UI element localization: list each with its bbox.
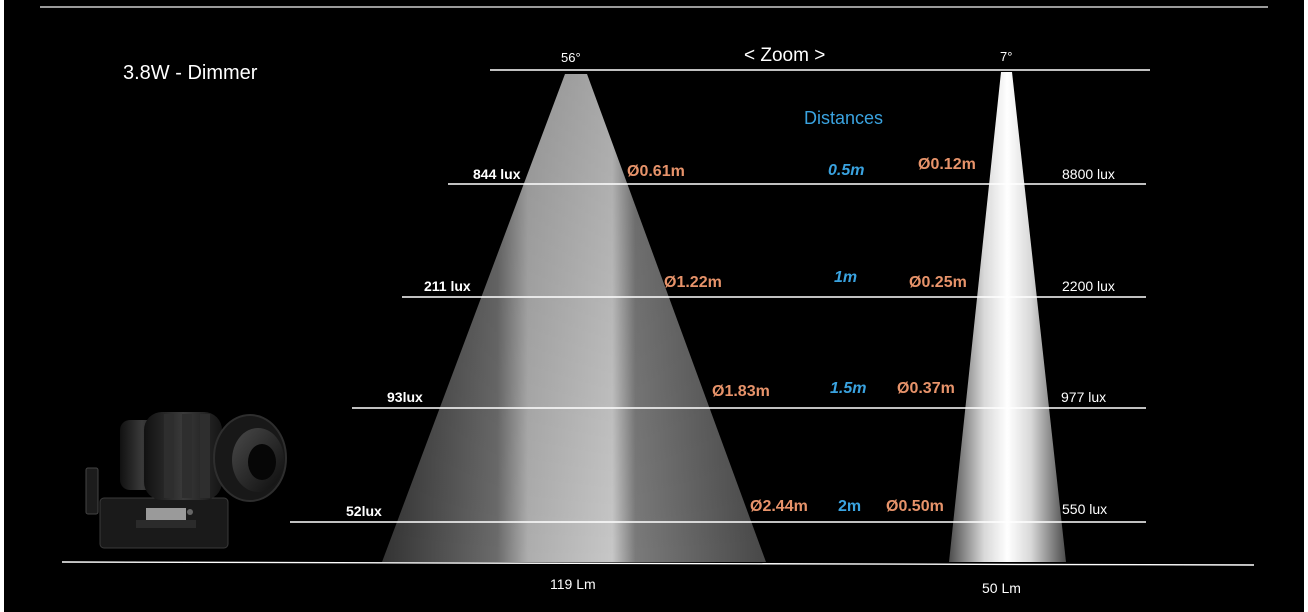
narrow-beam-cone [949, 72, 1066, 562]
page-title: 3.8W - Dimmer [123, 62, 258, 84]
wide-lux-label: 52lux [346, 503, 382, 519]
wide-lux-label: 844 lux [473, 166, 521, 182]
beam-graphics [61, 69, 1255, 566]
spotlight-fixture-icon [85, 412, 287, 549]
wide-angle-label: 56° [561, 50, 581, 65]
wide-lux-label: 93lux [387, 389, 423, 405]
top-rule [40, 6, 1268, 8]
narrow-diameter-label: Ø0.12m [918, 156, 976, 173]
wide-diameter-label: Ø1.22m [664, 274, 722, 291]
narrow-angle-label: 7° [1000, 49, 1013, 64]
distances-heading: Distances [804, 108, 884, 128]
narrow-lux-label: 8800 lux [1062, 166, 1115, 182]
distance-label: 1m [834, 269, 858, 286]
narrow-diameter-label: Ø0.25m [909, 274, 967, 291]
distance-label: 2m [838, 498, 862, 515]
wide-diameter-label: Ø1.83m [712, 383, 770, 400]
distance-label: 1.5m [830, 380, 867, 397]
wide-diameter-label: Ø0.61m [627, 163, 685, 180]
beam-diagram: 3.8W - Dimmer < Zoom > 56° 7° Distances … [4, 0, 1304, 612]
wide-beam-shade [382, 74, 766, 562]
narrow-lux-label: 550 lux [1062, 501, 1108, 517]
narrow-diameter-label: Ø0.50m [886, 498, 944, 515]
wide-lux-label: 211 lux [424, 278, 471, 294]
distance-label: 0.5m [828, 162, 865, 179]
wide-lumens-label: 119 Lm [550, 576, 596, 592]
zoom-label: < Zoom > [744, 45, 826, 66]
floor-line [61, 561, 1255, 566]
narrow-lumens-label: 50 Lm [982, 580, 1021, 596]
narrow-lux-label: 977 lux [1061, 389, 1107, 405]
wide-diameter-label: Ø2.44m [750, 498, 808, 515]
narrow-lux-label: 2200 lux [1062, 278, 1115, 294]
narrow-diameter-label: Ø0.37m [897, 380, 955, 397]
